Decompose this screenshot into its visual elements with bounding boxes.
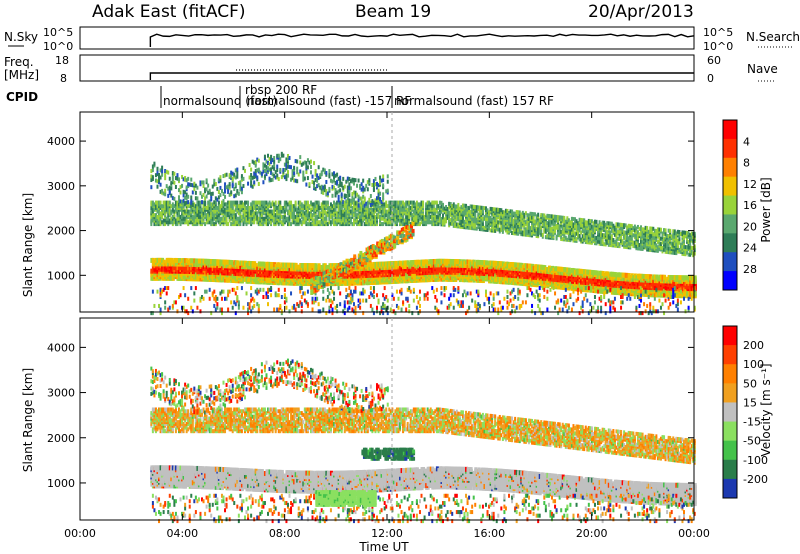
nsky-tick-top: 10^5 (43, 26, 73, 39)
freq-label: Freq. (4, 55, 34, 69)
nave-tick-top: 60 (707, 54, 721, 67)
cpid-label: CPID (6, 90, 38, 104)
nsearch-tick-bottom: 10^0 (703, 40, 733, 53)
power-heatmap (150, 152, 696, 315)
nsky-frame (80, 27, 694, 49)
freq-frame (80, 55, 694, 81)
nave-tick-bottom: 0 (707, 72, 714, 85)
freq-series (150, 73, 694, 80)
freq-panel: Freq. [MHz] 18 8 60 0 Nave (4, 54, 778, 85)
nsky-tick-bottom: 10^0 (43, 40, 73, 53)
cpid-row: CPID normalsound (fast) rbsp 200 RF norm… (6, 83, 554, 108)
beam-title: Beam 19 (355, 2, 431, 22)
cpid-seg-3: normalsound (fast) -157 RF (247, 94, 411, 108)
power-panel: 1000200030004000 Slant Range [km] 481216… (21, 112, 773, 315)
nsky-series (150, 34, 694, 47)
date-title: 20/Apr/2013 (588, 2, 694, 22)
nsearch-tick-top: 10^5 (703, 26, 733, 39)
station-title: Adak East (fitACF) (92, 2, 246, 22)
nsky-label: N.Sky (4, 30, 38, 44)
cpid-seg-4: normalsound (fast) 157 RF (394, 94, 554, 108)
nave-label: Nave (747, 62, 778, 76)
freq-tick-top: 18 (55, 54, 69, 67)
freq-unit: [MHz] (4, 68, 39, 82)
nsearch-label: N.Search (746, 30, 800, 44)
freq-tick-bottom: 8 (60, 72, 67, 85)
data-cell (485, 260, 488, 265)
nsky-panel: N.Sky 10^5 10^0 10^5 10^0 N.Search (4, 26, 800, 53)
figure: Adak East (fitACF) Beam 19 20/Apr/2013 N… (0, 0, 800, 554)
